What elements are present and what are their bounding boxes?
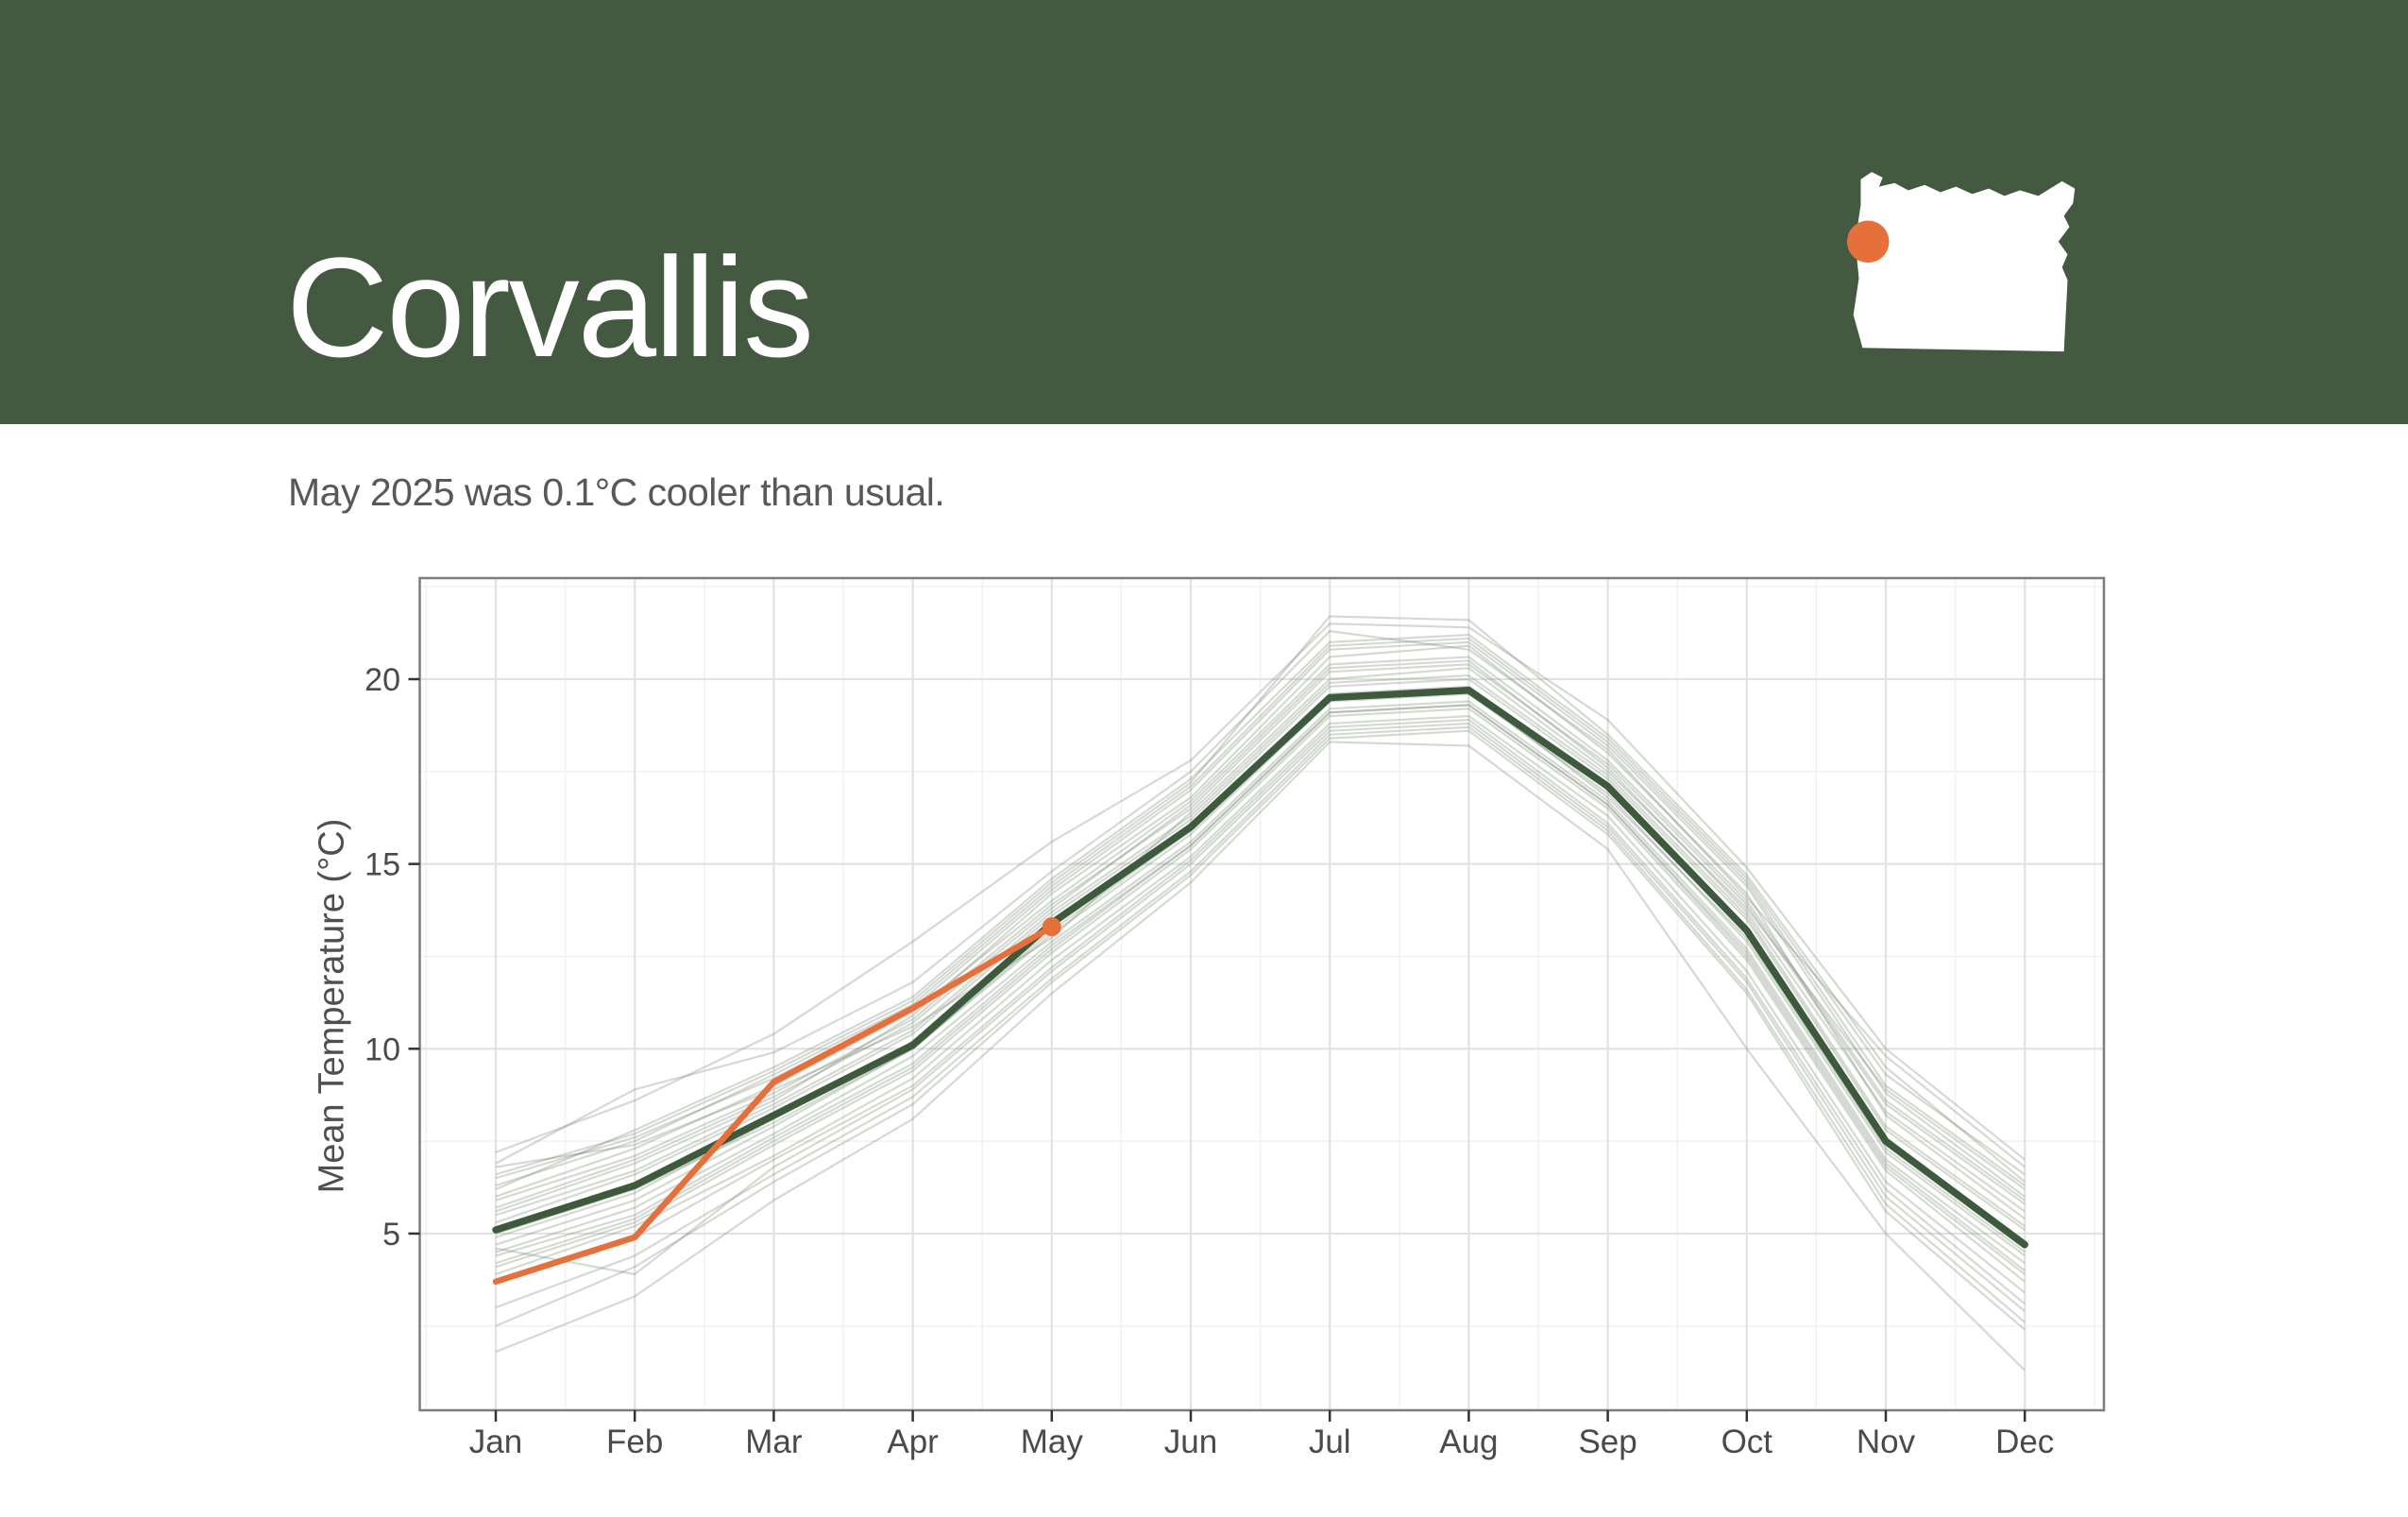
major-gridlines bbox=[419, 578, 2104, 1410]
historical-line bbox=[495, 704, 2026, 1275]
chart-region: Jan Feb Mar Apr May Jun Jul Aug Sep Oct Nov Dec 5 10 1… bbox=[0, 529, 2408, 1512]
current-year-endpoint-dot bbox=[1042, 917, 1061, 937]
historical-line bbox=[495, 640, 2026, 1198]
historical-line bbox=[495, 715, 2026, 1294]
oregon-outline bbox=[1853, 172, 2076, 352]
historical-line bbox=[495, 630, 2026, 1168]
oregon-map-svg bbox=[1846, 172, 2076, 352]
historical-line bbox=[495, 656, 2026, 1202]
x-tick-label: Oct bbox=[1721, 1423, 1773, 1460]
average-line bbox=[492, 686, 2028, 1249]
axes: Jan Feb Mar Apr May Jun Jul Aug Sep Oct Nov Dec 5 10 1… bbox=[365, 662, 2054, 1460]
y-tick-label: 15 bbox=[365, 847, 400, 883]
oregon-map-icon bbox=[1844, 168, 2082, 363]
x-tick-label: Feb bbox=[606, 1423, 663, 1460]
x-tick-label: Jun bbox=[1164, 1423, 1217, 1460]
historical-line bbox=[495, 700, 2026, 1265]
historical-line bbox=[495, 722, 2026, 1312]
x-tick-label: Dec bbox=[1995, 1423, 2054, 1460]
x-tick-label: Jul bbox=[1309, 1423, 1351, 1460]
x-tick-label: Nov bbox=[1857, 1423, 1916, 1460]
x-tick-label: Apr bbox=[887, 1423, 939, 1460]
x-tick-label: Aug bbox=[1439, 1423, 1498, 1460]
historical-line bbox=[495, 677, 2026, 1231]
historical-line bbox=[495, 667, 2026, 1190]
page-title: Corvallis bbox=[286, 228, 814, 386]
panel-border bbox=[418, 576, 2106, 1412]
y-tick-label: 5 bbox=[382, 1217, 400, 1253]
header-banner: Corvallis bbox=[0, 0, 2408, 424]
historical-line bbox=[495, 718, 2026, 1305]
historical-line bbox=[495, 633, 2026, 1191]
temperature-line-chart: Jan Feb Mar Apr May Jun Jul Aug Sep Oct Nov Dec 5 10 1… bbox=[365, 576, 2106, 1460]
x-tick-label: Mar bbox=[745, 1423, 803, 1460]
historical-line bbox=[495, 673, 2026, 1228]
y-axis-title: Mean Temperature (°C) bbox=[312, 818, 352, 1194]
historical-line bbox=[495, 725, 2026, 1323]
historical-line bbox=[495, 692, 2026, 1257]
historical-line bbox=[495, 622, 2026, 1161]
current-year-line bbox=[492, 923, 1056, 1286]
historical-line bbox=[495, 704, 2026, 1271]
historical-year-lines bbox=[495, 615, 2026, 1372]
y-tick-label: 20 bbox=[365, 662, 400, 698]
historical-line bbox=[495, 615, 2026, 1184]
minor-gridlines bbox=[419, 578, 2104, 1410]
historical-line bbox=[495, 741, 2026, 1372]
x-tick-label: Sep bbox=[1578, 1423, 1636, 1460]
historical-line bbox=[495, 707, 2026, 1283]
y-tick-label: 10 bbox=[365, 1031, 400, 1067]
historical-line bbox=[495, 637, 2026, 1187]
x-tick-label: Jan bbox=[469, 1423, 522, 1460]
x-tick-label: May bbox=[1021, 1423, 1084, 1460]
city-marker-dot bbox=[1846, 220, 1890, 264]
historical-line bbox=[495, 729, 2026, 1331]
chart-subtitle: May 2025 was 0.1°C cooler than usual. bbox=[288, 470, 945, 514]
